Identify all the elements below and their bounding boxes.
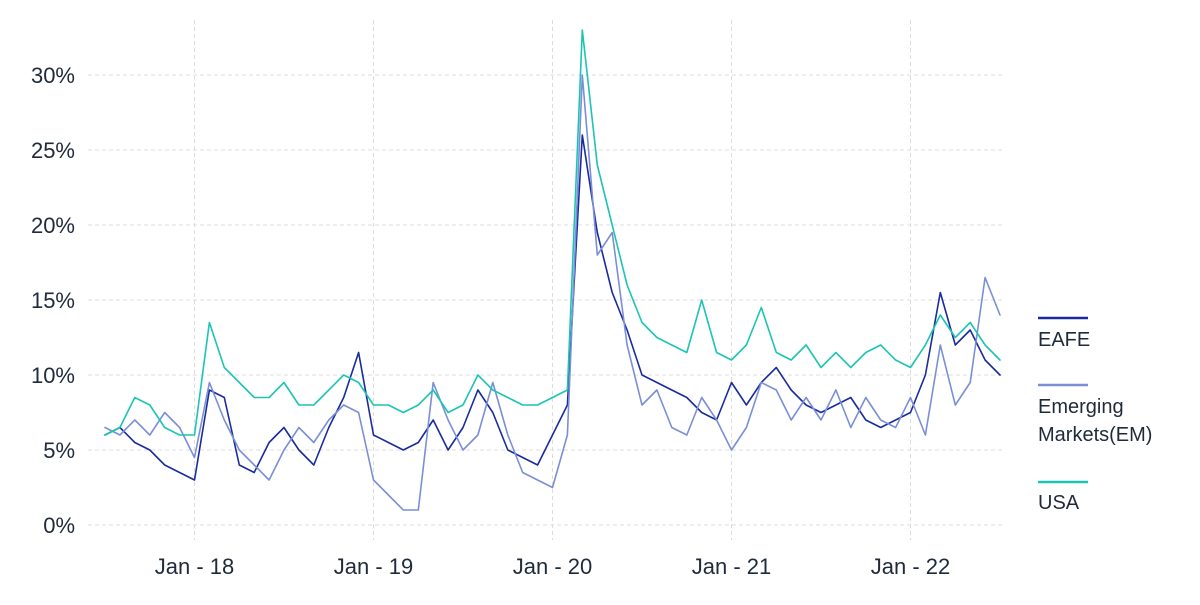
- x-tick-label: Jan - 20: [513, 554, 593, 579]
- series-line-eafe: [104, 134, 1001, 481]
- y-tick-label: 10%: [31, 363, 75, 388]
- y-tick-label: 15%: [31, 288, 75, 313]
- series-line-emerging-markets-em: [104, 74, 1001, 511]
- gridlines: [88, 20, 1005, 540]
- x-tick-label: Jan - 18: [155, 554, 235, 579]
- y-axis: 0% 5% 10% 15% 20% 25% 30%: [31, 63, 75, 538]
- legend: EAFE Emerging Markets(EM) USA: [1038, 316, 1152, 514]
- legend-label: EAFE: [1038, 329, 1090, 351]
- legend-label: USA: [1038, 492, 1080, 514]
- y-tick-label: 20%: [31, 213, 75, 238]
- y-tick-label: 5%: [43, 438, 75, 463]
- legend-label: Emerging Markets(EM): [1038, 396, 1152, 446]
- x-tick-label: Jan - 19: [334, 554, 414, 579]
- legend-item: EAFE: [1038, 316, 1090, 351]
- x-tick-label: Jan - 21: [692, 554, 772, 579]
- legend-item: Emerging Markets(EM): [1038, 383, 1152, 446]
- x-axis: Jan - 18 Jan - 19 Jan - 20 Jan - 21 Jan - 22: [155, 554, 951, 579]
- series-lines: [104, 29, 1001, 511]
- y-tick-label: 30%: [31, 63, 75, 88]
- series-line-usa: [104, 29, 1001, 436]
- legend-item: USA: [1038, 480, 1088, 514]
- x-tick-label: Jan - 22: [871, 554, 951, 579]
- y-tick-label: 25%: [31, 138, 75, 163]
- y-tick-label: 0%: [43, 513, 75, 538]
